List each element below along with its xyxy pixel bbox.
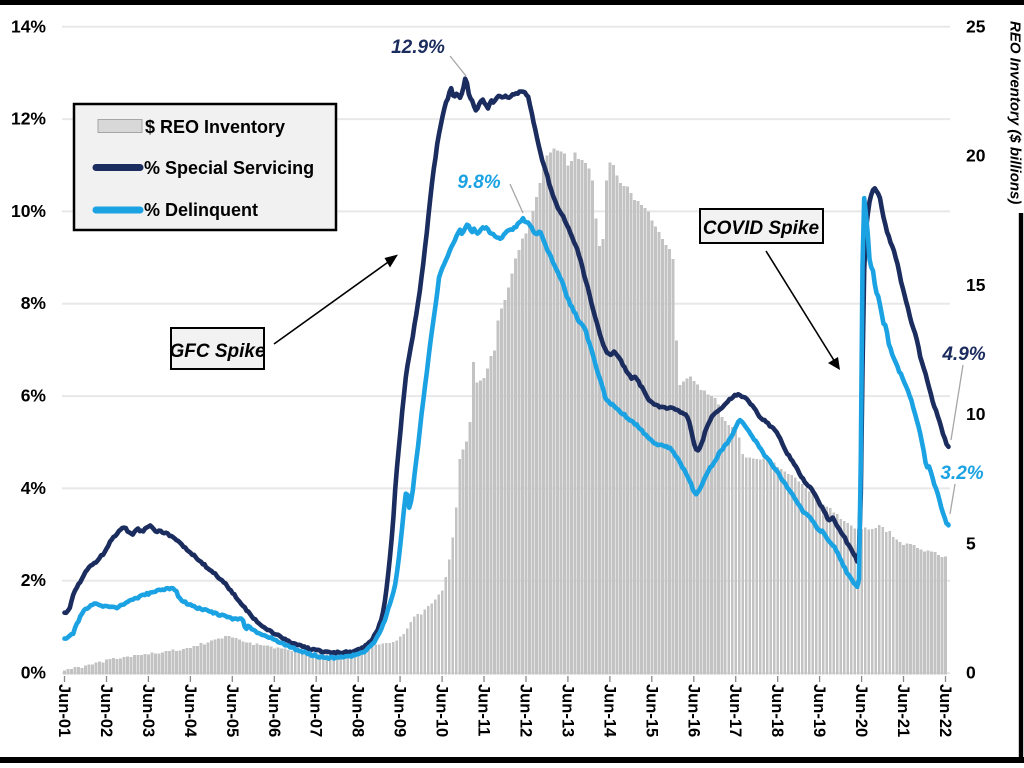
svg-text:Jun-11: Jun-11: [475, 684, 493, 736]
svg-text:4%: 4%: [21, 478, 47, 498]
svg-text:Jun-12: Jun-12: [517, 684, 535, 737]
svg-text:5: 5: [966, 533, 976, 553]
svg-text:0: 0: [966, 663, 976, 683]
svg-text:COVID Spike: COVID Spike: [703, 218, 820, 239]
svg-text:12.9%: 12.9%: [391, 37, 445, 58]
svg-text:Jun-20: Jun-20: [852, 684, 870, 737]
svg-text:10: 10: [966, 404, 986, 424]
svg-text:3.2%: 3.2%: [940, 463, 983, 484]
svg-text:$ REO Inventory: $ REO Inventory: [145, 117, 285, 137]
svg-text:Jun-15: Jun-15: [642, 684, 660, 737]
svg-text:Jun-07: Jun-07: [307, 684, 325, 737]
svg-text:Jun-03: Jun-03: [139, 684, 157, 737]
svg-text:Jun-14: Jun-14: [600, 684, 618, 738]
svg-text:10%: 10%: [11, 201, 46, 221]
svg-text:% Special Servicing: % Special Servicing: [144, 158, 314, 178]
svg-text:Jun-13: Jun-13: [558, 684, 576, 737]
svg-text:Jun-17: Jun-17: [726, 684, 744, 737]
svg-text:9.8%: 9.8%: [457, 172, 500, 193]
svg-text:REO Inventory ($ billions): REO Inventory ($ billions): [1007, 21, 1024, 204]
svg-text:8%: 8%: [21, 293, 47, 313]
svg-text:25: 25: [966, 17, 986, 37]
svg-text:Jun-16: Jun-16: [684, 684, 702, 737]
svg-text:2%: 2%: [21, 570, 47, 590]
svg-text:Jun-19: Jun-19: [810, 684, 828, 737]
svg-text:12%: 12%: [11, 109, 46, 129]
svg-text:Jun-06: Jun-06: [265, 684, 283, 737]
svg-text:Jun-21: Jun-21: [894, 684, 912, 737]
svg-text:Jun-05: Jun-05: [223, 684, 241, 737]
svg-text:15: 15: [966, 275, 986, 295]
svg-text:6%: 6%: [21, 386, 47, 406]
svg-text:% Delinquent: % Delinquent: [144, 200, 258, 220]
svg-text:20: 20: [966, 146, 986, 166]
svg-text:14%: 14%: [11, 16, 46, 36]
svg-text:Jun-04: Jun-04: [181, 684, 199, 738]
svg-text:0%: 0%: [21, 663, 47, 683]
svg-text:Jun-09: Jun-09: [391, 684, 409, 737]
svg-text:4.9%: 4.9%: [941, 344, 985, 365]
svg-text:Jun-02: Jun-02: [97, 684, 115, 737]
svg-text:Jun-10: Jun-10: [433, 684, 451, 737]
svg-text:Jun-08: Jun-08: [349, 684, 367, 737]
svg-text:Jun-22: Jun-22: [936, 684, 954, 737]
svg-text:Jun-18: Jun-18: [768, 684, 786, 737]
svg-text:Jun-01: Jun-01: [55, 684, 73, 737]
svg-text:GFC Spike: GFC Spike: [169, 341, 266, 362]
